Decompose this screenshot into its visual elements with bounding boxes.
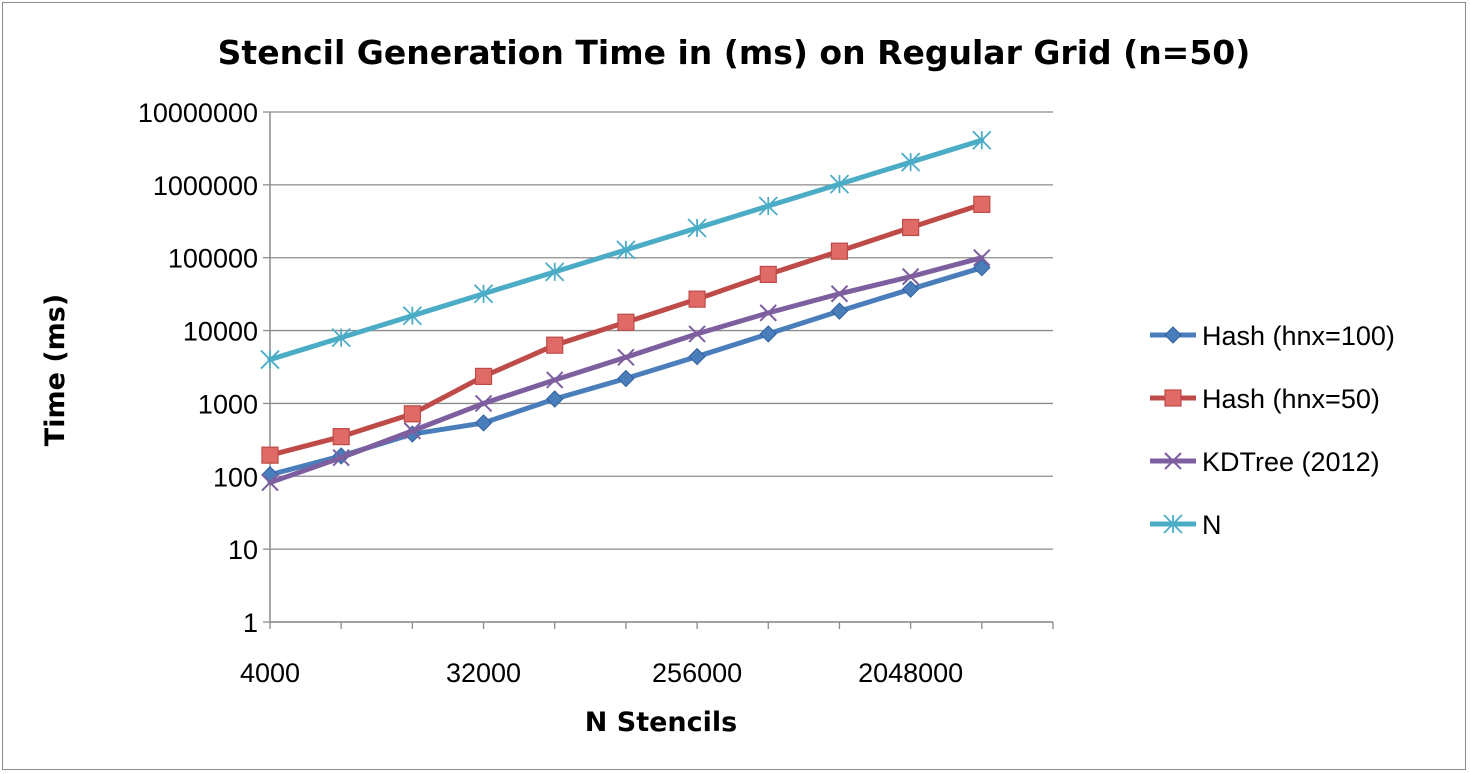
marker-stroke [546,371,564,389]
data-point [688,347,706,366]
data-point [261,446,279,464]
y-tick-label: 10000000 [138,98,258,128]
data-point [759,325,777,343]
legend-item: Hash (hnx=50) [1150,384,1380,414]
data-point [759,265,777,284]
marker-stroke [973,249,991,267]
x-tick-label: 256000 [652,658,742,688]
marker-stroke [261,473,279,492]
marker-stroke [901,267,920,286]
data-point [474,414,493,432]
data-point [617,369,635,388]
data-point [403,422,422,440]
data-point [546,390,564,408]
data-point [546,371,564,389]
marker-stroke [688,325,706,343]
marker-stroke [759,304,777,322]
chart-title: Stencil Generation Time in (ms) on Regul… [218,33,1251,72]
data-point [688,325,706,343]
data-point [688,290,706,308]
marker-stroke [1164,452,1182,470]
data-point [902,218,920,237]
y-tick-label: 1000 [198,389,258,419]
legend-marker [1164,389,1182,407]
legend-item: N [1150,510,1222,540]
data-point [473,284,494,304]
data-point [617,313,635,331]
data-point [973,249,991,267]
y-axis-title: Time (ms) [40,294,71,446]
legend-marker [1164,326,1182,344]
data-point [901,280,920,298]
data-point [261,473,279,492]
marker-stroke [830,285,849,303]
data-point [474,367,493,385]
legend-item: KDTree (2012) [1150,447,1380,477]
data-point [546,336,564,354]
y-tick-label: 100 [213,462,258,492]
data-point [260,349,280,370]
x-tick-label: 32000 [446,658,521,688]
marker-stroke [474,394,493,413]
y-tick-label: 100000 [168,244,258,274]
data-point [829,174,850,194]
x-tick-label: 4000 [240,658,300,688]
marker-stroke [617,348,635,366]
data-point [972,130,992,150]
data-point [830,302,849,320]
data-point [616,240,636,260]
legend-label: Hash (hnx=100) [1202,321,1395,351]
marker-stroke [332,448,350,467]
y-tick-label: 10000 [183,317,258,347]
data-point [759,304,777,322]
data-point [332,428,350,446]
data-point [332,448,350,467]
legend-label: KDTree (2012) [1202,447,1380,477]
data-point [973,258,991,277]
data-point [830,285,849,303]
marker-stroke [403,422,422,440]
data-point [687,218,707,238]
data-point [758,196,778,216]
legend-item: Hash (hnx=100) [1150,321,1395,351]
y-tick-label: 10 [228,535,258,565]
data-point [973,195,991,213]
legend-marker [1164,452,1182,470]
data-point [900,152,921,172]
data-point [830,242,849,260]
data-point [545,262,565,282]
legend: Hash (hnx=100) Hash (hnx=50) KDTree (2012)… [1150,321,1395,540]
legend-label: Hash (hnx=50) [1202,384,1380,414]
data-point [331,327,351,348]
y-tick-label: 1 [243,608,258,638]
legend-label: N [1202,510,1222,540]
y-tick-label: 1000000 [153,171,258,201]
plot-area: 1 10 100 1000 10000 100000 1000000 10000000 4000… [138,98,1054,688]
data-point [901,267,920,286]
data-point [402,306,423,326]
data-point [617,348,635,366]
legend-marker [1163,514,1183,534]
data-point [403,405,421,423]
x-axis-title: N Stencils [585,707,737,738]
data-point [474,394,493,413]
x-tick-label: 2048000 [858,658,963,688]
